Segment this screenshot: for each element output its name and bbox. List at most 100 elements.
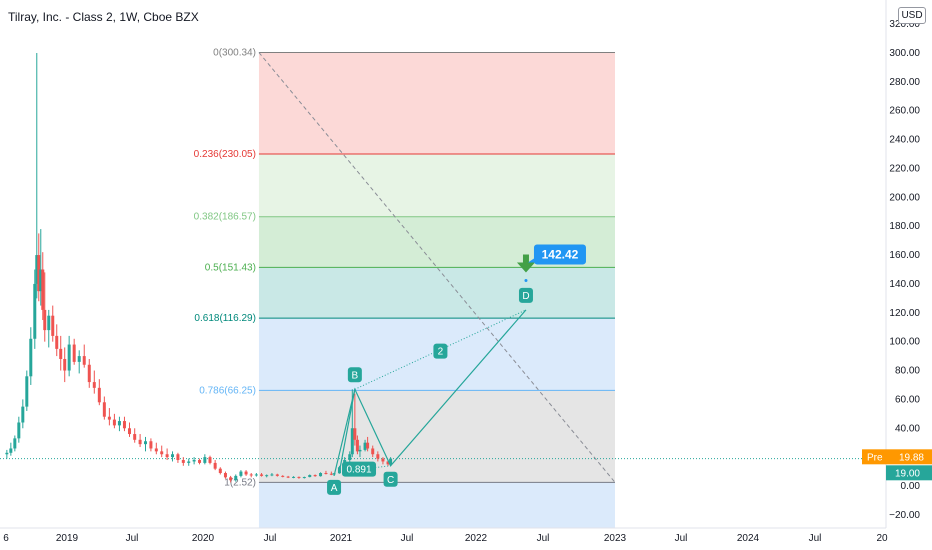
candle-body[interactable] (43, 309, 47, 331)
candle-body[interactable] (239, 471, 243, 476)
plot-area[interactable]: 0(300.34) 0.236(230.05) 0.382(186.57) 0.5(1… (0, 48, 886, 528)
candle-body[interactable] (313, 475, 317, 477)
candle-body[interactable] (355, 439, 359, 452)
candle-body[interactable] (133, 434, 137, 440)
candle-body[interactable] (350, 428, 354, 455)
candle-body[interactable] (92, 382, 96, 388)
candle-body[interactable] (181, 460, 185, 463)
candle-body[interactable] (265, 475, 269, 477)
candle-body[interactable] (275, 474, 279, 476)
candle-body[interactable] (39, 269, 43, 292)
candle-body[interactable] (41, 269, 45, 310)
candle-body[interactable] (171, 454, 175, 458)
candle-body[interactable] (59, 348, 63, 359)
candle-body[interactable] (319, 473, 323, 477)
candle-body[interactable] (127, 428, 131, 435)
candle-body[interactable] (165, 454, 169, 458)
candle-body[interactable] (72, 344, 76, 362)
candle-body[interactable] (353, 428, 357, 440)
candle-body[interactable] (112, 419, 116, 426)
candle-body[interactable] (13, 438, 17, 449)
candle-body[interactable] (33, 283, 37, 339)
candle-body[interactable] (37, 255, 41, 292)
candle-body[interactable] (102, 402, 106, 417)
pattern-point-b-text: B (352, 370, 359, 381)
candle-body[interactable] (21, 406, 25, 423)
candle-body[interactable] (286, 476, 290, 478)
candle-body[interactable] (63, 358, 67, 371)
candle-body[interactable] (117, 421, 121, 426)
time-axis[interactable]: 6 2019 Jul 2020 Jul 2021 Jul 2022 Jul 2023 Jul 2024… (0, 527, 932, 550)
harmonic-pattern[interactable]: A B C D 0.891 2 (327, 287, 533, 495)
candle-body[interactable] (107, 416, 111, 420)
candle-body[interactable] (270, 474, 274, 476)
x-tick-label: Jul (401, 533, 414, 544)
candle-body[interactable] (29, 338, 33, 377)
candle-body[interactable] (51, 315, 55, 336)
candle-body[interactable] (358, 449, 362, 452)
candle-body[interactable] (223, 473, 227, 478)
candle-body[interactable] (192, 460, 196, 462)
candle-body[interactable] (122, 421, 126, 429)
candle-body[interactable] (297, 476, 301, 478)
candle-body[interactable] (187, 461, 191, 463)
candle-body[interactable] (154, 448, 158, 452)
candle-body[interactable] (82, 356, 86, 365)
pattern-point-d-bg (518, 287, 533, 303)
target-marker[interactable]: 142.42 (516, 244, 586, 282)
candle-body[interactable] (329, 473, 333, 475)
candle-body[interactable] (25, 376, 29, 407)
fib-zone-0.382 (258, 153, 615, 217)
candle-body[interactable] (302, 477, 306, 479)
candle-body[interactable] (234, 475, 238, 481)
candle-body[interactable] (381, 458, 385, 462)
candle-body[interactable] (198, 460, 202, 463)
fib-label-0.236: 0.236(230.05) (194, 149, 256, 160)
candle-body[interactable] (149, 441, 153, 449)
pattern-leg-count[interactable]: 2 (433, 343, 448, 359)
candle-body[interactable] (17, 422, 21, 439)
candle-body[interactable] (5, 452, 9, 455)
pattern-point-b[interactable]: B (347, 367, 362, 383)
candle-body[interactable] (208, 457, 212, 463)
candle-body[interactable] (324, 473, 328, 475)
candle-body[interactable] (176, 454, 180, 461)
candle-body[interactable] (218, 468, 222, 474)
candle-body[interactable] (9, 448, 13, 453)
candle-body[interactable] (77, 356, 81, 362)
candle-body[interactable] (67, 344, 71, 371)
candle-body[interactable] (87, 364, 91, 383)
candle-body[interactable] (244, 471, 248, 475)
candle-body[interactable] (260, 474, 264, 476)
candle-body[interactable] (160, 451, 164, 455)
candle-body[interactable] (213, 462, 217, 469)
candle-body[interactable] (376, 454, 380, 459)
pattern-point-c[interactable]: C (383, 471, 398, 487)
candle-body[interactable] (366, 442, 370, 449)
pattern-ratio-label[interactable]: 0.891 (342, 461, 377, 477)
candle-body[interactable] (254, 474, 258, 476)
pattern-point-d[interactable]: D (518, 287, 533, 303)
candle-body[interactable] (138, 439, 142, 445)
candle-body[interactable] (47, 315, 51, 331)
candle-body[interactable] (281, 475, 285, 477)
candle-body[interactable] (348, 454, 352, 461)
candle-body[interactable] (308, 475, 312, 478)
candle-body[interactable] (35, 255, 39, 284)
candle-body[interactable] (389, 458, 393, 465)
candle-body[interactable] (386, 461, 390, 465)
price-axis[interactable]: −20.000.0020.0040.0060.0080.00100.00120.… (862, 0, 932, 550)
pattern-point-a[interactable]: A (327, 479, 342, 495)
last-price-value: 19.00 (895, 468, 920, 479)
candle-body[interactable] (229, 477, 233, 481)
candle-body[interactable] (292, 476, 296, 478)
candle-body[interactable] (144, 441, 148, 445)
candle-body[interactable] (203, 457, 207, 463)
candle-body[interactable] (371, 448, 375, 455)
candle-body[interactable] (249, 474, 253, 476)
candle-body[interactable] (55, 335, 59, 349)
candle-body[interactable] (97, 387, 101, 403)
candle-body[interactable] (363, 442, 367, 450)
currency-button[interactable]: USD (898, 7, 926, 24)
